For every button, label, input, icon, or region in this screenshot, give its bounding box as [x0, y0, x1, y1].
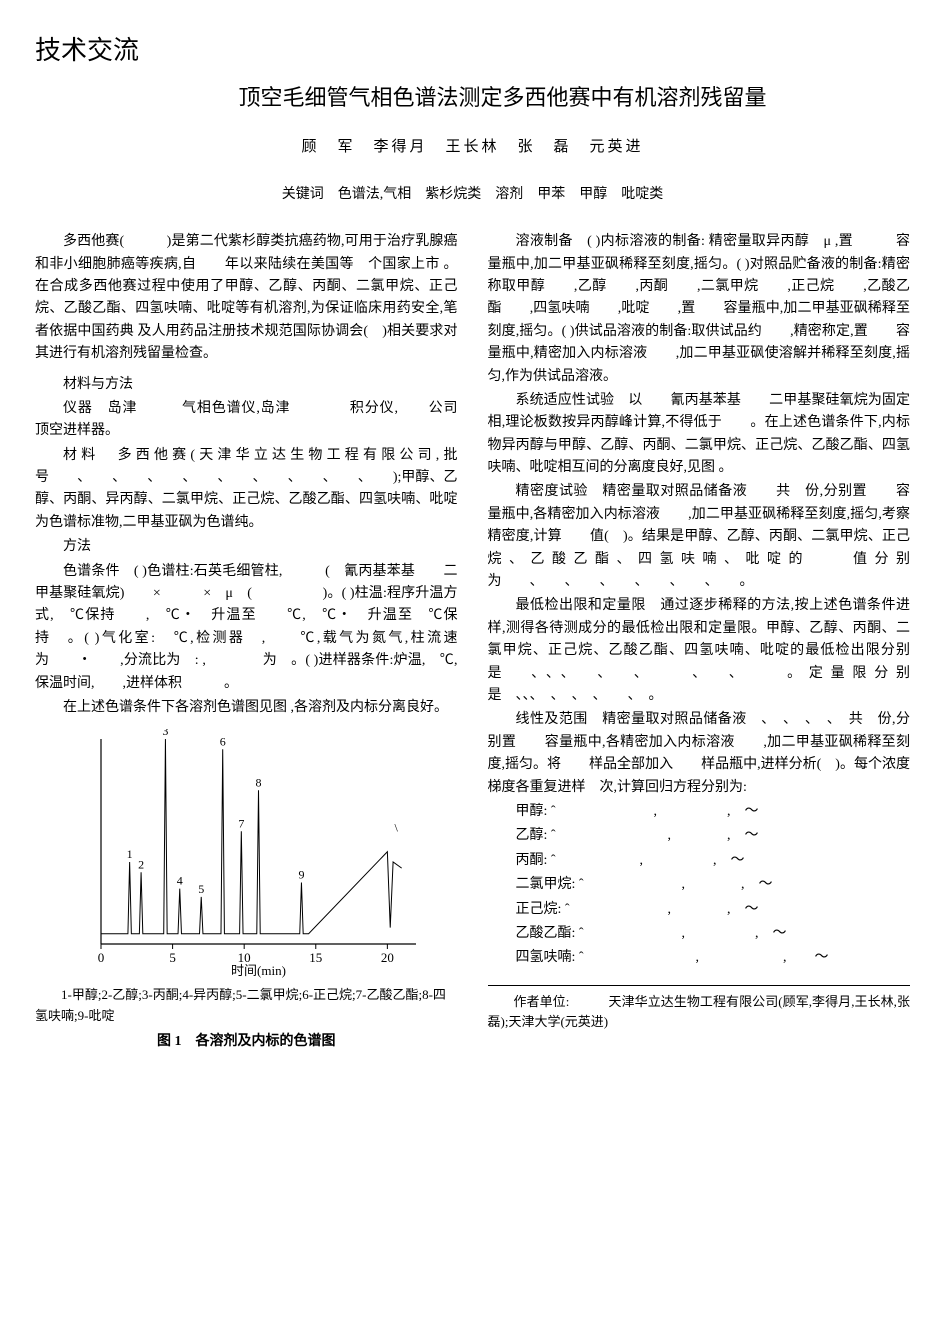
chart-caption: 图 1 各溶剂及内标的色谱图	[35, 1031, 458, 1053]
system-suitability: 系统适应性试验 以 氰丙基苯基 二甲基聚硅氧烷为固定相,理论板数按异丙醇峰计算,…	[488, 390, 911, 480]
chromatography-conditions: 色谱条件 ( )色谱柱:石英毛细管柱, ( 氰丙基苯基 二甲基聚硅氧烷) × ×…	[35, 561, 458, 695]
precision-test: 精密度试验 精密量取对照品储备液 共 份,分别置 容量瓶中,各精密加入内标溶液 …	[488, 481, 911, 593]
svg-text:5: 5	[170, 950, 177, 965]
svg-text:时间(min): 时间(min)	[231, 963, 286, 978]
svg-text:0: 0	[98, 950, 105, 965]
section-label: 技术交流	[35, 30, 910, 72]
section-materials-methods: 材料与方法	[35, 374, 458, 396]
right-column: 溶液制备 ( )内标溶液的制备: 精密量取异丙醇 μ ,置 容量瓶中,加二甲基亚…	[488, 231, 911, 1053]
author-affiliation: 作者单位: 天津华立达生物工程有限公司(顾军,李得月,王长林,张磊);天津大学(…	[488, 985, 911, 1034]
svg-text:5: 5	[198, 882, 204, 896]
footnote-text: 作者单位: 天津华立达生物工程有限公司(顾军,李得月,王长林,张磊);天津大学(…	[488, 992, 911, 1034]
svg-text:6: 6	[220, 735, 226, 749]
materials: 材料 多西他赛(天津华立达生物工程有限公司,批号 、 、 、 、 、 、 、 、…	[35, 445, 458, 535]
svg-text:1: 1	[127, 847, 133, 861]
chart-legend: 1-甲醇;2-乙醇;3-丙酮;4-异丙醇;5-二氯甲烷;6-正己烷;7-乙酸乙酯…	[35, 985, 458, 1027]
regression-line: 二氯甲烷: ˆ , , ～	[488, 874, 911, 896]
authors: 顾 军 李得月 王长林 张 磊 元英进	[35, 135, 910, 159]
chromatogram-figure: 05101520时间(min)123456789\ 1-甲醇;2-乙醇;3-丙酮…	[35, 729, 458, 1053]
chart-intro-text: 在上述色谱条件下各溶剂色谱图见图 ,各溶剂及内标分离良好。	[35, 697, 458, 719]
svg-text:3: 3	[163, 729, 169, 738]
regression-line: 正己烷: ˆ , , ～	[488, 899, 911, 921]
two-column-body: 多西他赛( )是第二代紫杉醇类抗癌药物,可用于治疗乳腺癌和非小细胞肺癌等疾病,自…	[35, 231, 910, 1053]
regression-line: 丙酮: ˆ , , ～	[488, 850, 911, 872]
regression-line: 乙醇: ˆ , , ～	[488, 825, 911, 847]
svg-text:2: 2	[138, 858, 144, 872]
solution-prep: 溶液制备 ( )内标溶液的制备: 精密量取异丙醇 μ ,置 容量瓶中,加二甲基亚…	[488, 231, 911, 388]
instruments: 仪器 岛津 气相色谱仪,岛津 积分仪, 公司 顶空进样器。	[35, 398, 458, 443]
regression-line: 甲醇: ˆ , , ～	[488, 801, 911, 823]
left-column: 多西他赛( )是第二代紫杉醇类抗癌药物,可用于治疗乳腺癌和非小细胞肺癌等疾病,自…	[35, 231, 458, 1053]
svg-text:15: 15	[310, 950, 323, 965]
keywords: 关键词 色谱法,气相 紫杉烷类 溶剂 甲苯 甲醇 吡啶类	[35, 184, 910, 206]
svg-text:9: 9	[299, 868, 305, 882]
intro-paragraph: 多西他赛( )是第二代紫杉醇类抗癌药物,可用于治疗乳腺癌和非小细胞肺癌等疾病,自…	[35, 231, 458, 365]
linearity-range: 线性及范围 精密量取对照品储备液 、 、 、 、 共 份,分别置 容量瓶中,各精…	[488, 709, 911, 799]
methods-head: 方法	[35, 536, 458, 558]
detection-limit: 最低检出限和定量限 通过逐步稀释的方法,按上述色谱条件进样,测得各待测成分的最低…	[488, 595, 911, 707]
svg-text:20: 20	[381, 950, 394, 965]
regression-line: 四氢呋喃: ˆ , , ～	[488, 947, 911, 969]
article-title: 顶空毛细管气相色谱法测定多西他赛中有机溶剂残留量	[35, 80, 910, 115]
regression-equations: 甲醇: ˆ , , ～乙醇: ˆ , , ～ 丙酮: ˆ , , ～二氯甲烷: ˆ…	[488, 801, 911, 970]
svg-text:4: 4	[177, 874, 183, 888]
regression-line: 乙酸乙酯: ˆ , , ～	[488, 923, 911, 945]
svg-text:8: 8	[256, 776, 262, 790]
chromatogram-svg: 05101520时间(min)123456789\	[66, 729, 426, 979]
svg-text:7: 7	[239, 817, 245, 831]
